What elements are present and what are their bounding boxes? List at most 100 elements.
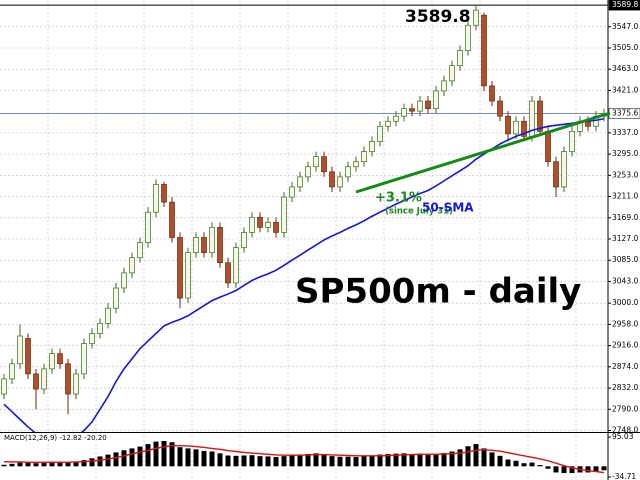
candle-body bbox=[17, 335, 23, 365]
macd-bar bbox=[497, 455, 503, 467]
macd-bar bbox=[233, 455, 239, 467]
y-tick-label: 3253.0 bbox=[612, 170, 638, 179]
macd-bar bbox=[265, 456, 271, 467]
candle-body bbox=[489, 85, 495, 102]
macd-signal-line bbox=[3, 444, 605, 474]
candle-body bbox=[481, 14, 487, 87]
candle-body bbox=[553, 161, 559, 188]
macd-bar bbox=[569, 466, 575, 474]
sma-label: 50-SMA bbox=[422, 201, 474, 215]
peak-label: 3589.8 bbox=[405, 7, 471, 27]
candle-body bbox=[129, 257, 135, 274]
candle-body bbox=[177, 237, 183, 299]
candle-body bbox=[33, 373, 39, 390]
candle-body bbox=[457, 50, 463, 67]
macd-bar bbox=[217, 453, 223, 467]
candle-body bbox=[385, 120, 391, 127]
macd-bar bbox=[593, 466, 599, 472]
macd-bar bbox=[113, 452, 119, 467]
y-tick-label: 3127.0 bbox=[612, 234, 638, 243]
macd-bar bbox=[329, 456, 335, 467]
macd-bar bbox=[393, 453, 399, 467]
candle-body bbox=[25, 338, 31, 375]
candle-body bbox=[313, 156, 319, 168]
macd-bar bbox=[401, 453, 407, 467]
macd-bar bbox=[201, 450, 207, 467]
candle-body bbox=[401, 108, 407, 117]
macd-bar bbox=[297, 454, 303, 467]
candle-body bbox=[113, 287, 119, 309]
y-tick-label: 3337.0 bbox=[612, 128, 638, 137]
macd-bar bbox=[177, 447, 183, 467]
candle-body bbox=[425, 100, 431, 109]
candle-body bbox=[209, 227, 215, 253]
candle-body bbox=[41, 368, 47, 390]
candle-body bbox=[441, 80, 447, 92]
candle-body bbox=[449, 65, 455, 82]
candle-body bbox=[465, 24, 471, 51]
candle-body bbox=[569, 131, 575, 152]
macd-bar bbox=[361, 456, 367, 467]
since-label: (since July 31) bbox=[385, 207, 453, 217]
candle-body bbox=[249, 216, 255, 233]
candle-body bbox=[473, 9, 479, 26]
candle-body bbox=[545, 131, 551, 163]
macd-bar bbox=[561, 466, 567, 474]
candle-body bbox=[361, 151, 367, 163]
candle-body bbox=[369, 141, 375, 152]
candle-body bbox=[409, 108, 415, 112]
macd-bar bbox=[601, 466, 607, 471]
candle-body bbox=[417, 100, 423, 112]
grid bbox=[0, 0, 608, 480]
macd-bar bbox=[185, 448, 191, 467]
candle-body bbox=[561, 151, 567, 188]
macd-bar bbox=[241, 455, 247, 467]
macd-bar bbox=[385, 453, 391, 467]
macd-bar bbox=[489, 452, 495, 467]
macd-bar bbox=[457, 449, 463, 467]
candle-body bbox=[297, 176, 303, 188]
y-tick-label: 3169.0 bbox=[612, 213, 638, 222]
candle-body bbox=[145, 211, 151, 243]
macd-bar bbox=[145, 444, 151, 467]
candle-body bbox=[281, 196, 287, 233]
y-tick-label: 2958.0 bbox=[612, 319, 638, 328]
candle-body bbox=[65, 363, 71, 395]
candle-body bbox=[1, 378, 7, 395]
macd-bar bbox=[545, 466, 551, 469]
macd-bar bbox=[65, 462, 71, 467]
macd-bar bbox=[89, 458, 95, 467]
macd-bar bbox=[553, 466, 559, 473]
y-tick-label: 2916.0 bbox=[612, 341, 638, 350]
candle-body bbox=[121, 272, 127, 289]
candle-body bbox=[433, 90, 439, 109]
y-tick-label: 3547.0 bbox=[612, 22, 638, 31]
y-tick-label: 3295.0 bbox=[612, 149, 638, 158]
macd-bar bbox=[249, 455, 255, 467]
candle-body bbox=[217, 227, 223, 264]
macd-tick-label: 95.03 bbox=[612, 432, 634, 441]
macd-pane bbox=[1, 441, 607, 474]
candle-body bbox=[337, 176, 343, 188]
macd-bar bbox=[417, 453, 423, 467]
macd-bar bbox=[257, 456, 263, 467]
candle-body bbox=[505, 115, 511, 135]
price-label-box bbox=[608, 0, 640, 11]
candle-body bbox=[521, 120, 527, 137]
candle-body bbox=[9, 363, 15, 380]
y-tick-label: 3000.0 bbox=[612, 298, 638, 307]
macd-bar bbox=[529, 462, 535, 467]
candle-body bbox=[137, 242, 143, 259]
candle-body bbox=[305, 166, 311, 178]
candle-body bbox=[105, 307, 111, 324]
y-tick-label: 3043.0 bbox=[612, 276, 638, 285]
y-tick-label: 2748.0 bbox=[612, 425, 638, 434]
y-tick-label: 3085.0 bbox=[612, 255, 638, 264]
macd-bar bbox=[9, 463, 15, 467]
candle-body bbox=[497, 100, 503, 117]
macd-tick-label: -34.71 bbox=[612, 472, 636, 480]
price-label: 3375.6 bbox=[612, 108, 638, 117]
macd-bar bbox=[161, 441, 167, 467]
macd-bar bbox=[25, 462, 31, 467]
